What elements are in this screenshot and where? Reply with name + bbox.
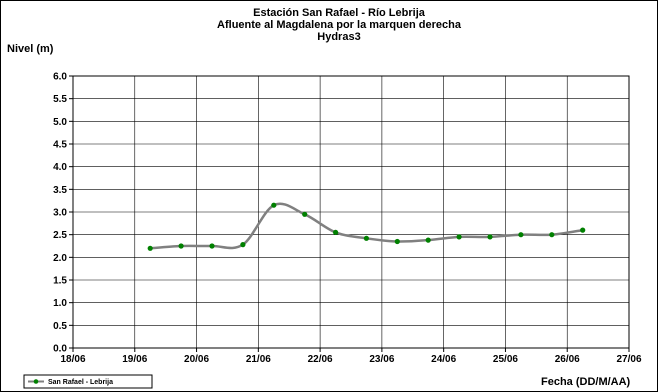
data-point: [363, 235, 369, 241]
x-tick-label: 26/06: [555, 354, 580, 365]
plot-border: [72, 75, 630, 349]
legend-label: San Rafael - Lebrija: [48, 379, 113, 386]
data-point: [147, 245, 153, 251]
legend-marker: [33, 379, 39, 384]
data-point: [333, 229, 339, 235]
data-point: [580, 227, 586, 233]
data-point: [518, 232, 524, 238]
y-tick-label: 0.5: [53, 321, 67, 332]
data-point: [394, 238, 400, 245]
data-point: [456, 234, 462, 240]
y-tick-label: 2.5: [53, 230, 67, 241]
y-tick-label: 2.0: [53, 253, 67, 264]
y-tick-label: 0.0: [53, 344, 67, 355]
x-tick-label: 27/06: [616, 354, 641, 365]
data-point: [209, 243, 215, 249]
x-tick-label: 24/06: [431, 354, 456, 365]
y-tick-label: 1.0: [53, 298, 67, 309]
y-tick-label: 5.5: [53, 94, 67, 105]
x-tick-label: 23/06: [369, 354, 394, 365]
x-tick-label: 25/06: [493, 354, 518, 365]
y-tick-label: 3.0: [53, 208, 67, 219]
data-point: [302, 211, 308, 217]
x-tick-label: 22/06: [308, 354, 333, 365]
x-tick-label: 18/06: [60, 354, 85, 365]
data-point: [271, 202, 277, 208]
x-tick-label: 19/06: [122, 354, 147, 365]
plot-area: 0.0 0.5 1.0 1.5 2.0 2.5 3.0 3.5 4.0 4.5 5.0 5.5 6.0 1…: [53, 72, 642, 366]
data-point: [487, 234, 493, 240]
data-point: [240, 242, 246, 248]
x-tick-label: 21/06: [246, 354, 271, 365]
y-tick-label: 4.0: [53, 162, 67, 173]
y-tick-label: 5.0: [53, 117, 67, 128]
data-point: [425, 237, 431, 243]
y-tick-label: 3.5: [53, 185, 67, 196]
title-line-3: Hydras3: [317, 31, 360, 43]
legend: San Rafael - Lebrija: [23, 374, 153, 389]
y-axis-label: Nivel (m): [7, 43, 54, 55]
x-axis-label: Fecha (DD/M/AA): [541, 376, 631, 388]
y-tick-label: 1.5: [53, 276, 67, 287]
legend-box: [23, 374, 153, 389]
x-tick-label: 20/06: [184, 354, 209, 365]
y-tick-label: 4.5: [53, 140, 67, 151]
data-point: [549, 232, 555, 238]
chart-title: Estación San Rafael - Río Lebrija Afluen…: [217, 7, 462, 43]
title-line-2: Afluente al Magdalena por la marquen der…: [217, 19, 462, 31]
y-tick-label: 6.0: [53, 72, 67, 83]
title-line-1: Estación San Rafael - Río Lebrija: [253, 7, 426, 19]
data-point: [178, 243, 184, 249]
